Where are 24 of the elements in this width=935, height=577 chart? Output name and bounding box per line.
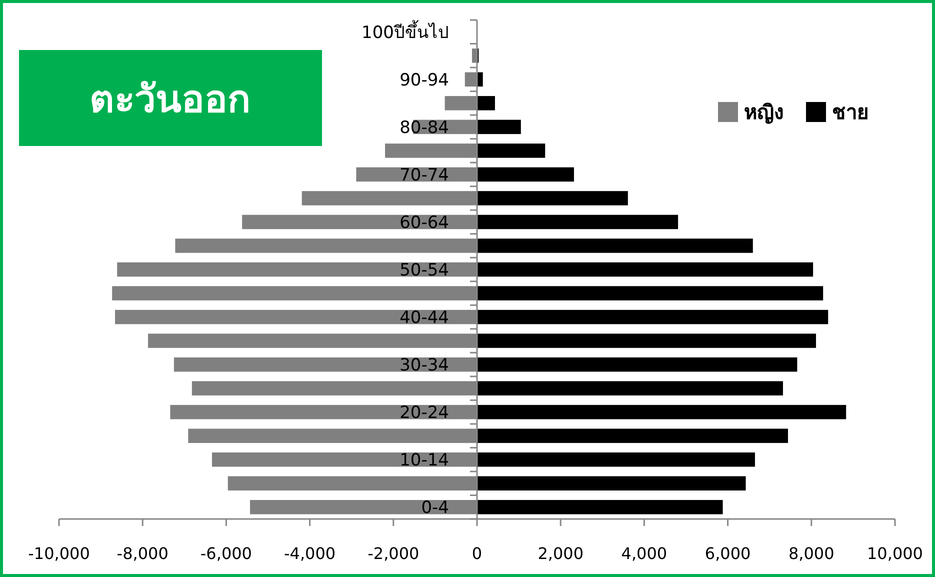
y-tick-label: 30-34 <box>400 356 449 376</box>
y-tick-label: 20-24 <box>400 403 449 424</box>
text: ตะวันออก <box>90 77 250 121</box>
x-tick-label: -8,000 <box>116 544 168 563</box>
x-tick-label: -4,000 <box>284 544 336 563</box>
x-tick-label: 2,000 <box>538 544 584 563</box>
x-tick-label: -10,000 <box>28 544 90 563</box>
legend-label: หญิง <box>744 100 784 124</box>
x-tick-label: 0 <box>472 544 482 563</box>
x-tick-label: -2,000 <box>368 544 420 563</box>
legend-label: ชาย <box>832 100 869 124</box>
y-tick-label: 10-14 <box>400 450 449 471</box>
y-tick-label: 0-4 <box>421 498 449 518</box>
y-tick-label: 40-44 <box>400 308 449 328</box>
y-tick-label: 50-54 <box>400 260 449 280</box>
x-tick-label: 8,000 <box>788 544 834 563</box>
x-tick-label: -6,000 <box>200 544 252 563</box>
y-tick-label: 100ปีขึ้นไป <box>362 20 449 43</box>
y-tick-label: 70-74 <box>400 165 449 186</box>
x-tick-label: 10,000 <box>867 544 923 563</box>
x-tick-label: 4,000 <box>621 544 668 563</box>
y-tick-label: 60-64 <box>400 212 449 233</box>
y-tick-label: 90-94 <box>400 70 449 90</box>
x-tick-label: 6,000 <box>704 544 751 563</box>
